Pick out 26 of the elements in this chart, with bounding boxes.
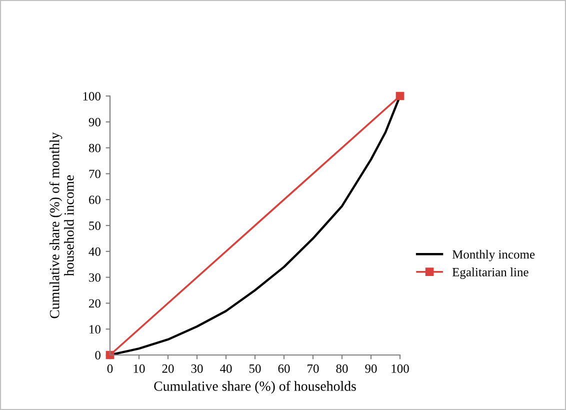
y-tick-label: 90 [88, 118, 100, 126]
y-tick-label: 40 [88, 247, 100, 256]
x-axis-title: Cumulative share (%) of households [154, 380, 356, 394]
y-tick-label: 10 [90, 325, 100, 334]
x-tick-label: 80 [336, 364, 348, 373]
x-tick-label: 70 [308, 364, 319, 373]
x-tick-label: 90 [365, 364, 377, 373]
x-tick-label: 40 [220, 364, 232, 373]
y-tick-label: 50 [89, 222, 100, 230]
y-tick-label: 100 [83, 92, 100, 100]
x-tick-label: 100 [392, 364, 409, 373]
y-tick-label: 60 [89, 196, 100, 204]
y-tick-label: 0 [95, 351, 100, 360]
x-tick-label: 0 [107, 364, 113, 373]
x-tick-label: 50 [249, 364, 261, 373]
x-tick-label: 60 [278, 364, 290, 373]
legend-label: Egalitarian line [452, 268, 528, 279]
x-tick-label: 20 [162, 364, 174, 373]
x-tick-label: 30 [191, 364, 203, 373]
y-tick-label: 30 [89, 273, 100, 282]
legend-label: Monthly income [452, 250, 535, 262]
y-tick-label: 20 [89, 299, 100, 308]
y-tick-label: 80 [88, 144, 100, 152]
y-axis-title: Cumulative share (%) of monthly household income [49, 132, 74, 318]
y-tick-label: 70 [89, 170, 100, 178]
x-tick-label: 10 [134, 364, 145, 373]
